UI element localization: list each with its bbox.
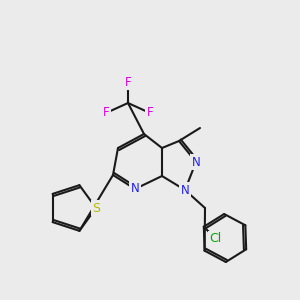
Text: N: N [192, 155, 200, 169]
Text: N: N [181, 184, 189, 196]
Text: S: S [92, 202, 100, 214]
Text: F: F [125, 76, 131, 88]
Text: Cl: Cl [210, 232, 222, 245]
Text: F: F [147, 106, 153, 119]
Text: N: N [130, 182, 140, 196]
Text: F: F [103, 106, 109, 119]
